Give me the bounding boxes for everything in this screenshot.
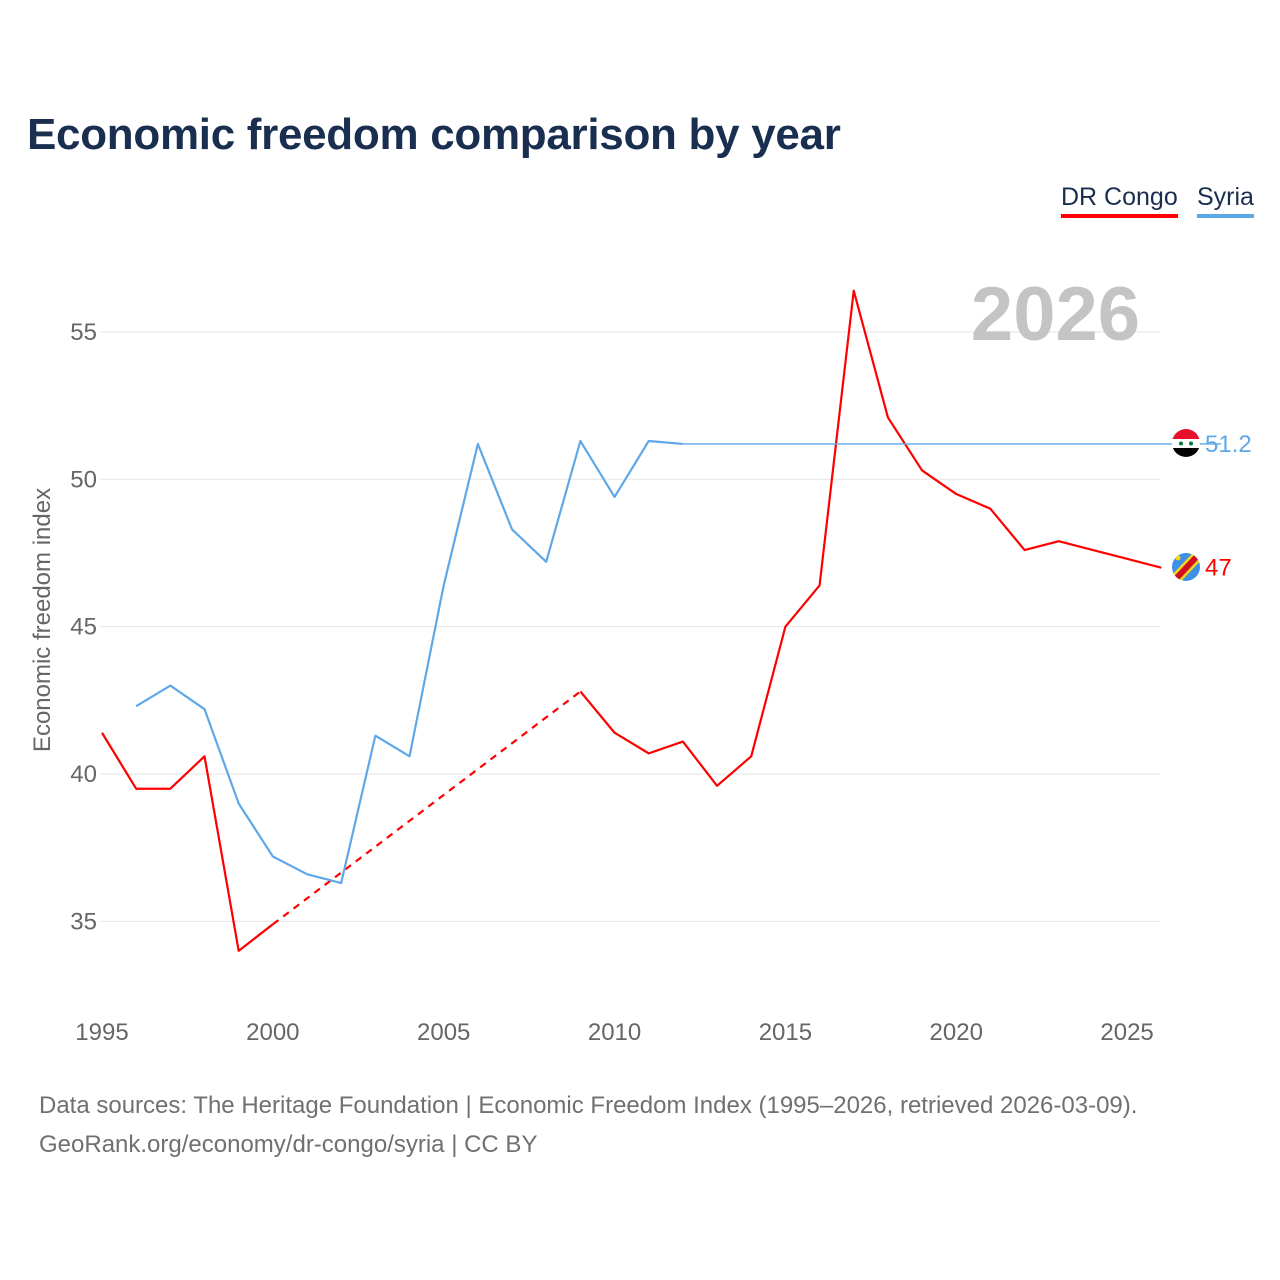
legend-item-syria[interactable]: Syria	[1197, 183, 1254, 218]
dr-congo-line	[101, 732, 274, 952]
x-tick-label: 2015	[759, 1019, 812, 1046]
x-tick-label: 2005	[417, 1019, 470, 1046]
y-tick-label: 55	[70, 319, 97, 346]
x-tick-label: 2010	[588, 1019, 641, 1046]
dr-congo-line	[579, 289, 1162, 787]
dr-congo-flag-icon	[1172, 553, 1200, 581]
x-tick-label: 2000	[246, 1019, 299, 1046]
y-tick-label: 40	[70, 761, 97, 788]
x-tick-label: 1995	[75, 1019, 128, 1046]
syria-line	[135, 439, 683, 885]
x-tick-label: 2025	[1100, 1019, 1153, 1046]
legend-item-dr-congo[interactable]: DR Congo	[1061, 183, 1178, 218]
y-tick-label: 35	[70, 908, 97, 935]
year-watermark: 2026	[971, 272, 1140, 357]
data-source-footer: Data sources: The Heritage Foundation | …	[39, 1086, 1137, 1164]
y-tick-label: 50	[70, 466, 97, 493]
dr-congo-gap-line	[272, 690, 582, 926]
footer-url[interactable]: GeoRank.org/economy/dr-congo/syria | CC …	[39, 1131, 538, 1158]
y-tick-label: 45	[70, 614, 97, 641]
syria-end-label: 51.2	[1205, 431, 1252, 458]
chart-title: Economic freedom comparison by year	[27, 110, 841, 159]
x-tick-label: 2020	[930, 1019, 983, 1046]
y-axis-label: Economic freedom index	[29, 488, 56, 752]
dr-congo-end-label: 47	[1205, 555, 1232, 582]
footer-sources: Data sources: The Heritage Foundation | …	[39, 1092, 1138, 1119]
syria-flag-icon	[1172, 429, 1200, 457]
